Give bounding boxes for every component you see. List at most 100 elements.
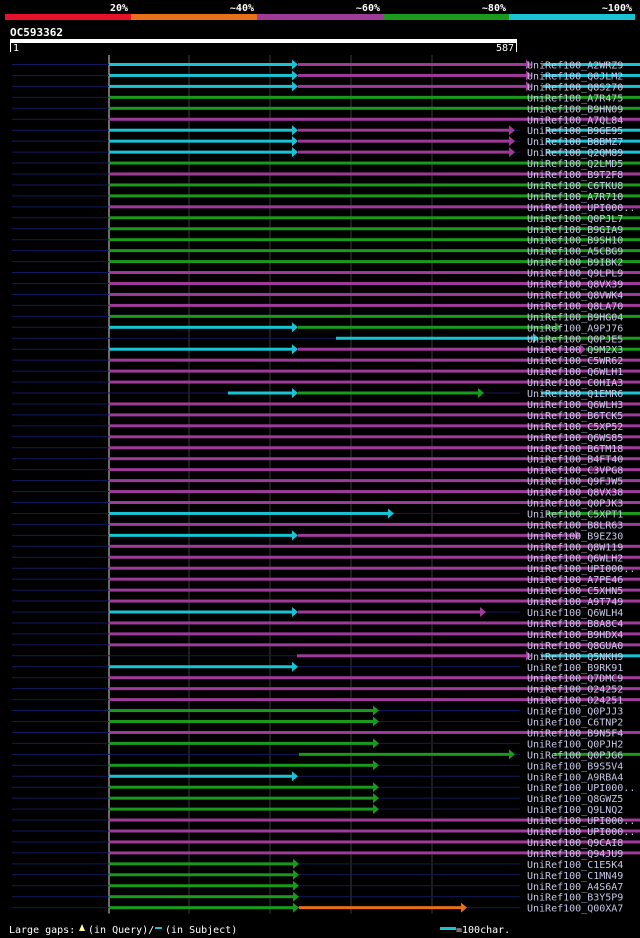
hit-label[interactable]: UniRef100_Q9CAI8 — [527, 838, 623, 849]
hit-row[interactable]: UniRef100_UPI000.. — [12, 202, 640, 214]
hit-label[interactable]: UniRef100_Q0JLM2 — [527, 71, 623, 82]
hit-label[interactable]: UniRef100_Q9LPL9 — [527, 269, 623, 280]
hit-label[interactable]: UniRef100_A2WRZ9 — [527, 61, 623, 72]
hit-label[interactable]: UniRef100_B9HG04 — [527, 312, 623, 323]
hit-row[interactable]: UniRef100_B8LR63 — [12, 519, 640, 531]
hit-row[interactable]: UniRef100_Q9CAI8 — [12, 837, 640, 849]
hit-row[interactable]: UniRef100_Q6WLH2 — [12, 552, 640, 564]
hit-row[interactable]: UniRef100_C6TKU8 — [12, 180, 640, 192]
hit-label[interactable]: UniRef100_C5XPT1 — [527, 509, 623, 520]
hit-row[interactable]: UniRef100_B6TCK5 — [12, 410, 640, 422]
hit-row[interactable]: UniRef100_C5WR62 — [12, 355, 640, 367]
hit-row[interactable]: UniRef100_Q0JLM2 — [12, 70, 640, 82]
hit-row[interactable]: UniRef100_O24251 — [12, 695, 640, 707]
hit-label[interactable]: UniRef100_Q0PJK3 — [527, 499, 623, 510]
hit-row[interactable]: UniRef100_Q6WLH1 — [12, 366, 640, 378]
hit-label[interactable]: UniRef100_Q8LA70 — [527, 301, 623, 312]
hit-row[interactable]: UniRef100_B9SH10 — [12, 235, 640, 247]
hit-row[interactable]: UniRef100_Q6WLH3 — [12, 399, 640, 411]
hit-row[interactable]: UniRef100_Q0PJE5 — [12, 333, 640, 345]
hit-row[interactable]: UniRef100_Q9LNQ2 — [12, 804, 623, 816]
hit-label[interactable]: UniRef100_Q9LNQ2 — [527, 805, 623, 816]
hit-label[interactable]: UniRef100_C1E5K4 — [527, 860, 623, 871]
hit-label[interactable]: UniRef100_C3VPG8 — [527, 466, 623, 477]
hit-label[interactable]: UniRef100_Q6WLH2 — [527, 553, 623, 564]
hit-label[interactable]: UniRef100_UPI000.. — [527, 827, 635, 838]
hit-row[interactable]: UniRef100_B9IBK2 — [12, 257, 640, 269]
hit-row[interactable]: UniRef100_B3Y5P9 — [12, 891, 623, 904]
hit-label[interactable]: UniRef100_UPI000.. — [527, 564, 635, 575]
hit-label[interactable]: UniRef100_Q8S270 — [527, 82, 623, 93]
hit-row[interactable]: UniRef100_A7R475 — [12, 92, 640, 104]
hit-label[interactable]: UniRef100_Q2LMD5 — [527, 159, 623, 170]
hit-row[interactable]: UniRef100_Q8VX39 — [12, 279, 640, 291]
hit-label[interactable]: UniRef100_C6TKU8 — [527, 181, 623, 192]
hit-label[interactable]: UniRef100_A9RBA4 — [527, 772, 623, 783]
hit-row[interactable]: UniRef100_Q1EMR6 — [12, 388, 640, 400]
hit-label[interactable]: UniRef100_A5CBG9 — [527, 247, 623, 258]
hit-row[interactable]: UniRef100_C5XHN5 — [12, 585, 640, 597]
hit-label[interactable]: UniRef100_B9S5V4 — [527, 761, 623, 772]
hit-label[interactable]: UniRef100_C5XHN5 — [527, 586, 623, 597]
hit-label[interactable]: UniRef100_UPI000.. — [527, 783, 635, 794]
hit-row[interactable]: UniRef100_B9GIA9 — [12, 224, 640, 236]
hit-row[interactable]: UniRef100_Q9LPL9 — [12, 268, 640, 280]
hit-label[interactable]: UniRef100_B3Y5P9 — [527, 893, 623, 904]
hit-row[interactable]: UniRef100_C5XPT1 — [12, 508, 640, 520]
hit-row[interactable]: UniRef100_Q7DMC9 — [12, 673, 640, 685]
hit-row[interactable]: UniRef100_Q0PJG6 — [12, 749, 640, 761]
hit-row[interactable]: UniRef100_Q0PJL7 — [12, 213, 640, 225]
hit-label[interactable]: UniRef100_Q2QM89 — [527, 148, 623, 159]
hit-row[interactable]: UniRef100_Q9FJW5 — [12, 476, 640, 488]
hit-label[interactable]: UniRef100_A4S6A7 — [527, 882, 623, 893]
hit-row[interactable]: UniRef100_B9GE95 — [12, 125, 640, 137]
hit-row[interactable]: UniRef100_Q8S270 — [12, 81, 640, 93]
hit-row[interactable]: UniRef100_UPI000.. — [12, 815, 640, 827]
hit-label[interactable]: UniRef100_B9HN09 — [527, 104, 623, 115]
hit-row[interactable]: UniRef100_Q0PJK3 — [12, 498, 640, 510]
hit-label[interactable]: UniRef100_O24252 — [527, 685, 623, 696]
hit-label[interactable]: UniRef100_B6TCK5 — [527, 411, 623, 422]
hit-row[interactable]: UniRef100_C1E5K4 — [12, 858, 623, 871]
hit-label[interactable]: UniRef100_Q6WLH4 — [527, 608, 623, 619]
hit-label[interactable]: UniRef100_Q8GWZ5 — [527, 794, 623, 805]
hit-label[interactable]: UniRef100_A7QL84 — [527, 115, 623, 126]
hit-label[interactable]: UniRef100_C5XP52 — [527, 422, 623, 433]
hit-label[interactable]: UniRef100_Q7DMC9 — [527, 674, 623, 685]
hit-row[interactable]: UniRef100_A9RBA4 — [12, 771, 623, 783]
hit-row[interactable]: UniRef100_Q00XA7 — [12, 902, 623, 915]
hit-label[interactable]: UniRef100_A9T749 — [527, 597, 623, 608]
hit-row[interactable]: UniRef100_C3VPG8 — [12, 465, 640, 477]
hit-row[interactable]: UniRef100_Q6WLH4 — [12, 607, 623, 619]
hit-label[interactable]: UniRef100_B8LR63 — [527, 520, 623, 531]
hit-row[interactable]: UniRef100_Q2LMD5 — [12, 158, 640, 170]
hit-row[interactable]: UniRef100_C5XP52 — [12, 421, 640, 433]
hit-row[interactable]: UniRef100_Q8W119 — [12, 541, 640, 553]
hit-row[interactable]: UniRef100_Q5NKH9 — [12, 650, 640, 663]
hit-label[interactable]: UniRef100_Q9FJW5 — [527, 477, 623, 488]
hit-label[interactable]: UniRef100_A7R710 — [527, 192, 623, 203]
hit-label[interactable]: UniRef100_B9T2F8 — [527, 170, 623, 181]
hit-row[interactable]: UniRef100_Q0PJH2 — [12, 738, 623, 750]
hit-label[interactable]: UniRef100_Q9M2X3 — [527, 345, 623, 356]
hit-label[interactable]: UniRef100_Q6WLH3 — [527, 400, 623, 411]
hit-row[interactable]: UniRef100_A7QL84 — [12, 114, 640, 126]
hit-label[interactable]: UniRef100_UPI000.. — [527, 816, 635, 827]
hit-label[interactable]: UniRef100_B9N5F4 — [527, 728, 623, 739]
hit-row[interactable]: UniRef100_B8BMZ7 — [12, 136, 640, 148]
hit-label[interactable]: UniRef100_Q6WS85 — [527, 433, 623, 444]
hit-row[interactable]: UniRef100_C1MN49 — [12, 869, 623, 882]
hit-label[interactable]: UniRef100_UPI000.. — [527, 203, 635, 214]
hit-row[interactable]: UniRef100_A4S6A7 — [12, 880, 623, 893]
hit-label[interactable]: UniRef100_Q5NKH9 — [527, 652, 623, 663]
hit-row[interactable]: UniRef100_Q8GWZ5 — [12, 793, 623, 805]
hit-label[interactable]: UniRef100_C0HIA3 — [527, 378, 623, 389]
hit-row[interactable]: UniRef100_Q9M2X3 — [12, 344, 640, 356]
hit-row[interactable]: UniRef100_B9RK91 — [12, 661, 623, 674]
hit-row[interactable]: UniRef100_Q94JU9 — [12, 848, 640, 860]
hit-label[interactable]: UniRef100_Q0PJH2 — [527, 739, 623, 750]
hit-row[interactable]: UniRef100_A7R710 — [12, 191, 640, 203]
hit-label[interactable]: UniRef100_B9EZ30 — [527, 531, 623, 542]
hit-row[interactable]: UniRef100_A2WRZ9 — [12, 59, 640, 72]
hit-label[interactable]: UniRef100_Q0PJL7 — [527, 214, 623, 225]
